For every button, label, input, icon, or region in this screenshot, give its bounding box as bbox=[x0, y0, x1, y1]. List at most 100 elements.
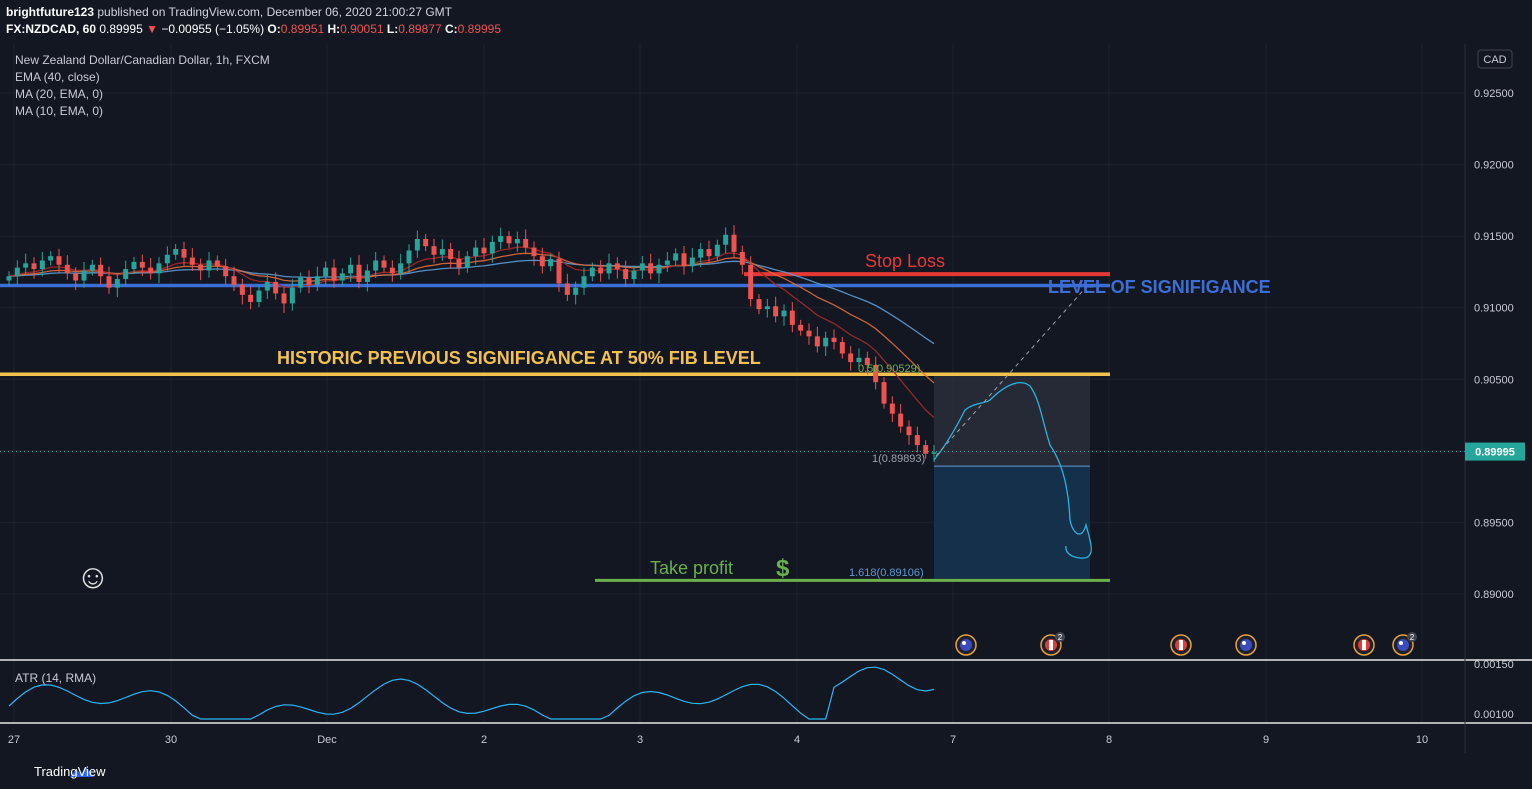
event-count-5: 2 bbox=[1410, 633, 1415, 642]
candle-body-92 bbox=[773, 306, 779, 317]
candle-body-7 bbox=[64, 264, 70, 274]
candle-body-18 bbox=[156, 263, 162, 274]
candle-body-81 bbox=[681, 253, 687, 267]
candle-body-17 bbox=[148, 267, 154, 274]
candle-body-94 bbox=[789, 310, 795, 325]
candle-body-11 bbox=[98, 264, 104, 277]
candle-body-59 bbox=[498, 236, 504, 242]
candle-body-14 bbox=[123, 269, 129, 280]
event-count-badge-5 bbox=[1407, 632, 1417, 642]
candle-body-16 bbox=[139, 261, 145, 268]
stop-loss-label: Stop Loss bbox=[865, 251, 945, 271]
author-name[interactable]: brightfuture123 bbox=[6, 5, 95, 19]
candle-body-91 bbox=[764, 306, 770, 310]
candle-body-29 bbox=[248, 294, 254, 302]
candle-body-27 bbox=[231, 276, 237, 285]
reward-zone bbox=[934, 466, 1090, 579]
time-tick-2: Dec bbox=[317, 734, 337, 746]
candle-body-42 bbox=[356, 264, 362, 282]
candle-body-84 bbox=[706, 249, 712, 257]
candle-body-45 bbox=[381, 260, 387, 268]
change-value: −0.00955 (−1.05%) bbox=[161, 22, 265, 36]
candle-body-83 bbox=[698, 249, 704, 258]
take-profit-label: Take profit bbox=[650, 558, 733, 578]
candle-body-35 bbox=[298, 277, 304, 288]
candle-body-88 bbox=[739, 251, 745, 265]
price-tick-4: 0.90500 bbox=[1474, 374, 1514, 386]
candle-body-38 bbox=[323, 267, 329, 277]
candle-body-75 bbox=[631, 270, 637, 280]
candle-body-80 bbox=[673, 253, 679, 261]
time-tick-6: 7 bbox=[950, 734, 956, 746]
canada-flag-center-2 bbox=[1179, 640, 1183, 650]
candle-body-111 bbox=[931, 452, 937, 454]
candle-body-8 bbox=[73, 273, 79, 281]
candle-body-20 bbox=[173, 249, 179, 255]
symbol-label: FX:NZDCAD, 60 bbox=[6, 22, 97, 36]
price-axis[interactable]: 0.925000.920000.915000.910000.905000.900… bbox=[1465, 49, 1525, 721]
candle-body-86 bbox=[723, 234, 729, 245]
candle-body-67 bbox=[564, 283, 570, 295]
legend-ma10[interactable]: MA (10, EMA, 0) bbox=[15, 104, 104, 118]
time-axis[interactable]: 27 30 Dec 2 3 4 7 8 9 10 bbox=[8, 734, 1428, 746]
nz-flag-star-3 bbox=[1242, 641, 1246, 645]
fib50-label: HISTORIC PREVIOUS SIGNIFIGANCE AT 50% FI… bbox=[277, 348, 761, 368]
candle-body-107 bbox=[898, 413, 904, 427]
candle-body-37 bbox=[314, 276, 320, 285]
legend-ma20[interactable]: MA (20, EMA, 0) bbox=[15, 87, 104, 101]
canada-flag-center-4 bbox=[1362, 640, 1366, 650]
nz-flag-star-5 bbox=[1399, 641, 1403, 645]
candle-body-71 bbox=[598, 267, 604, 274]
ma-line-0 bbox=[8, 259, 935, 345]
chart-background bbox=[0, 44, 1532, 753]
candle-body-103 bbox=[864, 357, 870, 365]
candle-body-62 bbox=[523, 239, 529, 248]
tradingview-brand[interactable]: TradingView bbox=[34, 764, 106, 779]
candle-body-54 bbox=[456, 259, 462, 268]
publish-text: published on TradingView.com, December 0… bbox=[94, 5, 453, 19]
currency-box bbox=[1477, 49, 1513, 69]
candle-body-77 bbox=[648, 263, 654, 274]
candle-body-82 bbox=[689, 257, 695, 267]
candle-body-23 bbox=[198, 264, 204, 271]
footer: TradingView bbox=[0, 753, 1532, 789]
atr-tick-1: 0.00100 bbox=[1474, 709, 1514, 721]
candle-body-61 bbox=[514, 239, 520, 244]
price-tick-3: 0.91000 bbox=[1474, 303, 1514, 315]
candle-body-97 bbox=[814, 336, 820, 347]
moving-averages bbox=[8, 246, 935, 419]
close-label: C: bbox=[444, 22, 458, 36]
high-label: H: bbox=[327, 22, 341, 36]
fib-05-label: 0.5(0.90529) bbox=[858, 363, 920, 375]
nz-flag-icon-0 bbox=[960, 639, 972, 651]
ma-line-1 bbox=[8, 252, 935, 384]
candle-body-104 bbox=[873, 364, 879, 383]
atr-tick-0: 0.00150 bbox=[1474, 659, 1514, 671]
candle-body-58 bbox=[489, 241, 495, 254]
candle-body-12 bbox=[106, 276, 112, 288]
tradingview-logo-icon[interactable] bbox=[7, 763, 157, 781]
candle-body-39 bbox=[331, 267, 337, 281]
candle-body-55 bbox=[464, 256, 470, 268]
legend-atr[interactable]: ATR (14, RMA) bbox=[15, 671, 97, 685]
candle-body-66 bbox=[556, 259, 562, 284]
candle-body-33 bbox=[281, 293, 287, 304]
candle-body-56 bbox=[473, 247, 479, 257]
open-label: O: bbox=[267, 22, 281, 36]
time-tick-4: 3 bbox=[637, 734, 643, 746]
candle-body-69 bbox=[581, 276, 587, 288]
candle-body-100 bbox=[839, 342, 845, 354]
candle-body-46 bbox=[389, 267, 395, 274]
risk-zone bbox=[934, 374, 1090, 467]
time-tick-7: 8 bbox=[1106, 734, 1112, 746]
legend-ema40[interactable]: EMA (40, close) bbox=[15, 70, 100, 84]
smiley-icon: ☺ bbox=[76, 558, 111, 596]
price-chart[interactable]: Stop Loss LEVEL OF SIGNIFIGANCE HISTORIC P… bbox=[0, 44, 1532, 753]
time-tick-1: 30 bbox=[165, 734, 177, 746]
candle-body-2 bbox=[23, 263, 29, 268]
candle-body-41 bbox=[348, 264, 354, 274]
candle-body-57 bbox=[481, 247, 487, 254]
fib-1-label: 1(0.89893) bbox=[872, 453, 925, 465]
candle-body-74 bbox=[623, 269, 629, 280]
